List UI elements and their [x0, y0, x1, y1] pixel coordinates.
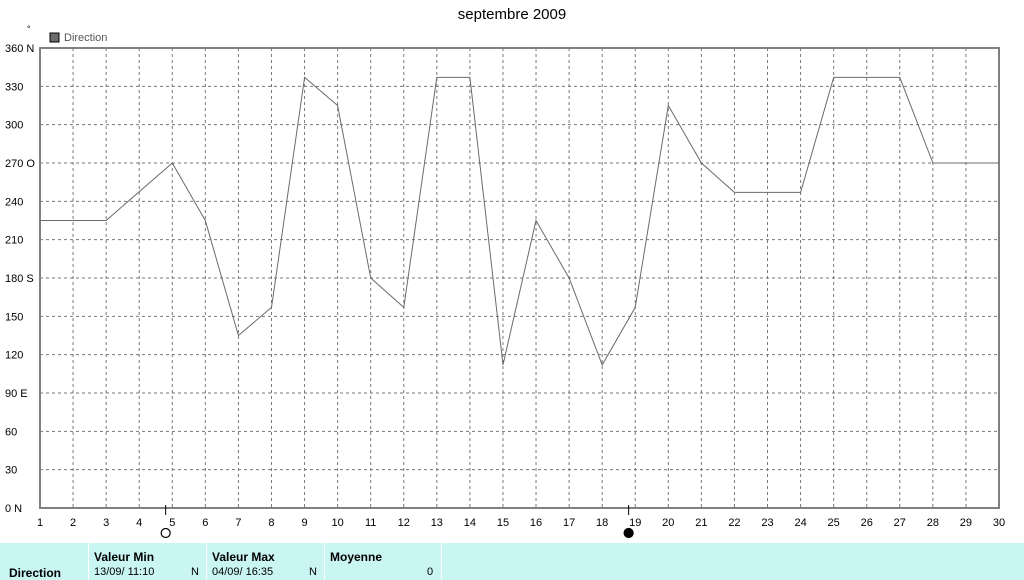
- x-tick-label: 21: [695, 517, 707, 529]
- chart-title: septembre 2009: [457, 6, 567, 23]
- y-tick-label: 210: [5, 235, 23, 247]
- x-tick-label: 24: [794, 517, 806, 529]
- avg-header: Moyenne: [330, 550, 383, 564]
- max-value: 04/09/ 16:35: [212, 566, 274, 578]
- x-tick-label: 9: [301, 517, 307, 529]
- x-tick-label: 7: [235, 517, 241, 529]
- legend-swatch: [49, 32, 60, 43]
- x-tick-label: 4: [136, 517, 142, 529]
- y-tick-label: 30: [5, 465, 17, 477]
- direction-series-line: [40, 76, 999, 367]
- x-tick-label: 8: [268, 517, 274, 529]
- x-tick-label: 2: [70, 517, 76, 529]
- min-header: Valeur Min: [94, 550, 155, 564]
- x-tick-label: 26: [861, 517, 873, 529]
- x-tick-label: 19: [629, 517, 641, 529]
- y-tick-label: 150: [5, 311, 23, 323]
- x-tick-label: 30: [993, 517, 1005, 529]
- x-tick-label: 12: [398, 517, 410, 529]
- x-tick-label: 18: [596, 517, 608, 529]
- x-tick-label: 14: [464, 517, 476, 529]
- x-tick-label: 20: [662, 517, 674, 529]
- summary-max-cell: Valeur Max 04/09/ 16:35 N: [207, 543, 325, 580]
- x-tick-label: 17: [563, 517, 575, 529]
- y-unit-symbol: °: [27, 24, 31, 34]
- x-tick-label: 16: [530, 517, 542, 529]
- y-tick-label: 360 N: [5, 43, 34, 55]
- y-tick-label: 90 E: [5, 388, 28, 400]
- x-tick-label: 22: [728, 517, 740, 529]
- y-tick-label: 0 N: [5, 503, 22, 515]
- x-tick-label: 5: [169, 517, 175, 529]
- x-tick-label: 11: [365, 517, 376, 529]
- y-tick-label: 300: [5, 120, 23, 132]
- summary-row-label: Direction: [9, 566, 62, 580]
- summary-table: Direction Valeur Min 13/09/ 11:10 N Vale…: [0, 543, 1024, 580]
- new-moon-icon: [623, 527, 634, 539]
- legend-label: Direction: [64, 32, 107, 44]
- x-tick-label: 29: [960, 517, 972, 529]
- x-tick-label: 15: [497, 517, 509, 529]
- x-tick-label: 25: [828, 517, 840, 529]
- avg-value: 0: [427, 566, 434, 578]
- x-tick-label: 23: [761, 517, 773, 529]
- x-tick-label: 10: [331, 517, 343, 529]
- y-tick-label: 180 S: [5, 273, 34, 285]
- x-tick-label: 6: [202, 517, 208, 529]
- summary-min-cell: Valeur Min 13/09/ 11:10 N: [89, 543, 207, 580]
- min-unit: N: [191, 566, 199, 578]
- x-tick-label: 1: [37, 517, 43, 529]
- summary-avg-cell: Moyenne 0: [325, 543, 442, 580]
- min-value: 13/09/ 11:10: [94, 566, 155, 578]
- full-moon-icon: [160, 527, 171, 539]
- y-tick-label: 60: [5, 426, 17, 438]
- x-tick-label: 3: [103, 517, 109, 529]
- x-tick-label: 27: [894, 517, 906, 529]
- y-tick-label: 240: [5, 196, 23, 208]
- y-tick-label: 330: [5, 81, 23, 93]
- plot-frame: [39, 47, 1000, 509]
- y-tick-label: 270 O: [5, 158, 35, 170]
- max-unit: N: [309, 566, 317, 578]
- x-tick-label: 28: [927, 517, 939, 529]
- x-tick-label: 13: [431, 517, 443, 529]
- summary-row-label-cell: Direction: [0, 543, 89, 580]
- max-header: Valeur Max: [212, 550, 275, 564]
- y-tick-label: 120: [5, 350, 23, 362]
